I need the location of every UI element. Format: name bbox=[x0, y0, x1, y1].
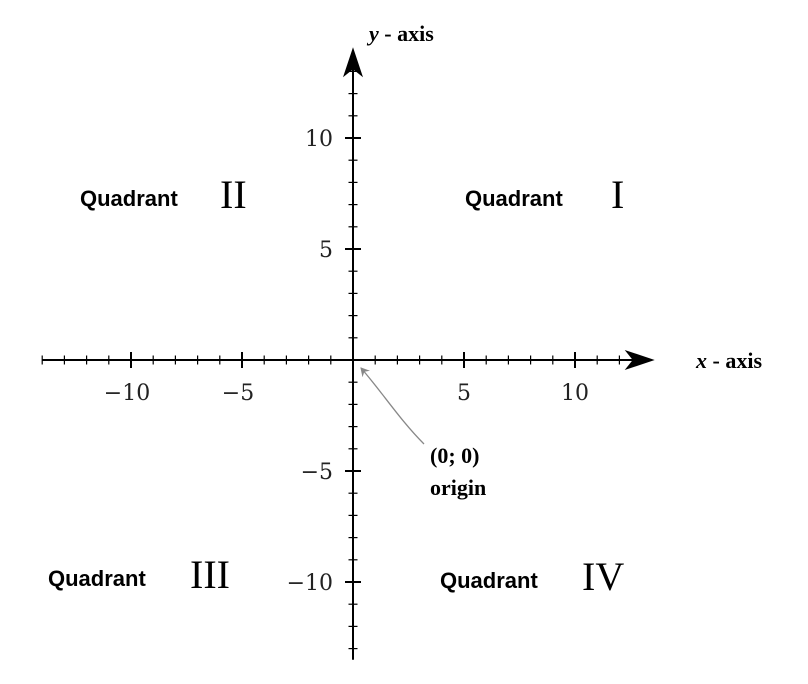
tick-labels-layer: −10 −5 5 10 10 5 −5 −10 bbox=[104, 127, 589, 596]
y-axis-title-var: y bbox=[366, 21, 379, 46]
quadrant-label-3: Quadrant III bbox=[48, 552, 230, 597]
x-axis-title-rest: - axis bbox=[707, 348, 762, 373]
x-axis-title: x - axis bbox=[695, 348, 762, 373]
x-tick-label: 10 bbox=[561, 381, 589, 406]
quadrant-4-word: Quadrant bbox=[440, 568, 538, 593]
origin-coords-label: (0; 0) bbox=[430, 443, 479, 468]
x-tick-label: −10 bbox=[104, 381, 150, 406]
x-tick-label: −5 bbox=[222, 381, 254, 406]
y-tick-label: −10 bbox=[287, 571, 333, 596]
y-tick-label: 5 bbox=[319, 238, 333, 263]
quadrant-1-word: Quadrant bbox=[465, 186, 563, 211]
quadrant-1-numeral: I bbox=[611, 172, 624, 217]
y-tick-label: −5 bbox=[301, 460, 333, 485]
quadrant-label-1: Quadrant I bbox=[465, 172, 624, 217]
origin-pointer-arrow bbox=[360, 367, 425, 445]
x-axis-title-var: x bbox=[695, 348, 707, 373]
y-tick-label: 10 bbox=[305, 127, 333, 152]
quadrant-label-4: Quadrant IV bbox=[440, 554, 624, 599]
y-axis-title-rest: - axis bbox=[379, 21, 434, 46]
x-tick-label: 5 bbox=[457, 381, 471, 406]
quadrant-3-word: Quadrant bbox=[48, 566, 146, 591]
y-axis-title: y - axis bbox=[366, 21, 434, 46]
quadrant-2-word: Quadrant bbox=[80, 186, 178, 211]
quadrant-4-numeral: IV bbox=[582, 554, 624, 599]
y-axis-arrowhead bbox=[343, 47, 363, 78]
x-axis-arrowhead bbox=[624, 350, 655, 370]
origin-name-label: origin bbox=[430, 475, 486, 500]
ticks-layer bbox=[41, 70, 621, 650]
quadrant-2-numeral: II bbox=[220, 172, 247, 217]
quadrant-3-numeral: III bbox=[190, 552, 230, 597]
quadrant-label-2: Quadrant II bbox=[80, 172, 247, 217]
